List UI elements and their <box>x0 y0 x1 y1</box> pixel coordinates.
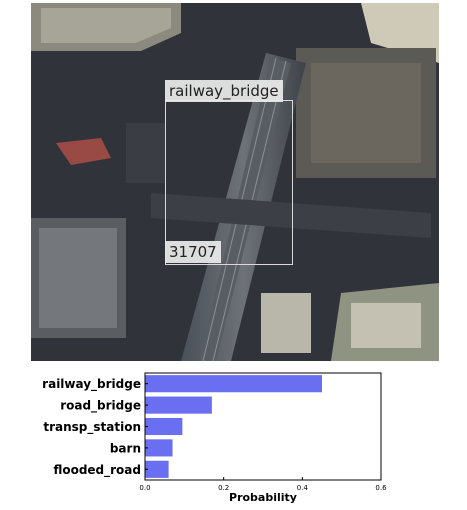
category-label: transp_station <box>43 420 141 435</box>
bar-transp-station <box>145 417 183 436</box>
bars-group <box>145 375 322 478</box>
x-tick-label: 0.4 <box>297 484 309 492</box>
category-label: barn <box>110 441 141 455</box>
bar-flooded-road <box>145 460 169 478</box>
aerial-photo: railway_bridge 31707 <box>31 3 439 361</box>
bar-barn <box>145 439 173 457</box>
x-axis-label: Probability <box>229 491 297 504</box>
x-tick-label: 0.6 <box>375 484 387 492</box>
bar-railway-bridge <box>145 375 322 393</box>
category-label: road_bridge <box>60 399 141 414</box>
bar-road-bridge <box>145 396 212 414</box>
category-labels: railway_bridge road_bridge transp_stationb… <box>42 377 148 478</box>
detection-class-label: railway_bridge <box>165 80 283 102</box>
x-axis-ticks: 0.0 0.2 0.4 0.6 <box>139 477 387 492</box>
x-tick-label: 0.0 <box>139 484 150 492</box>
x-tick-label: 0.2 <box>218 484 229 492</box>
category-label: railway_bridge <box>42 377 141 392</box>
probability-bar-chart: railway_bridge road_bridge transp_stationb… <box>42 372 387 504</box>
detection-id-label: 31707 <box>165 241 221 263</box>
category-label: flooded_road <box>53 463 141 478</box>
aerial-photo-scene <box>31 3 439 361</box>
